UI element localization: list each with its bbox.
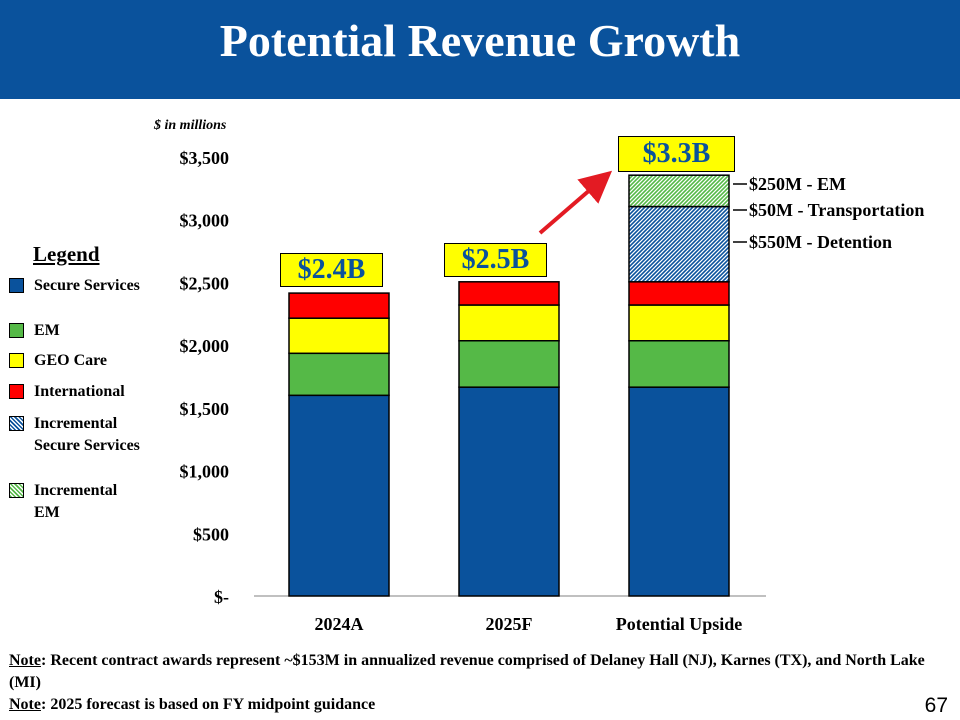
bar-segment-geo-care bbox=[628, 304, 730, 342]
y-tick-label: $1,500 bbox=[180, 399, 230, 419]
bar-segment-secure-services bbox=[458, 386, 560, 597]
bar-segment-secure-services bbox=[288, 394, 390, 597]
growth-arrow bbox=[538, 170, 613, 235]
note-2: Note: 2025 forecast is based on FY midpo… bbox=[9, 694, 954, 716]
total-label: $2.4B bbox=[280, 253, 383, 287]
legend-swatch bbox=[9, 353, 24, 368]
legend-label: Incremental Secure Services bbox=[34, 415, 140, 454]
bar-segment-incremental-em bbox=[628, 174, 730, 208]
y-tick-label: $1,000 bbox=[180, 462, 230, 482]
annotation-label: $50M - Transportation bbox=[749, 200, 924, 220]
note-1-label: Note bbox=[9, 652, 41, 669]
legend-label: Incremental EM bbox=[34, 482, 118, 521]
legend-swatch bbox=[9, 483, 24, 498]
x-tick-label: 2024A bbox=[315, 614, 364, 634]
bar-segment-em bbox=[288, 352, 390, 397]
total-label: $3.3B bbox=[618, 136, 735, 172]
x-tick-label: Potential Upside bbox=[616, 614, 743, 634]
legend-swatch bbox=[9, 384, 24, 399]
y-tick-label: $2,500 bbox=[180, 273, 230, 293]
bar-segment-international bbox=[628, 281, 730, 306]
bar-segment-international bbox=[288, 292, 390, 319]
legend-swatch bbox=[9, 416, 24, 431]
legend-label: EM bbox=[34, 322, 60, 339]
bar-segment-incremental-secure-services bbox=[628, 205, 730, 283]
note-1: Note: Recent contract awards represent ~… bbox=[9, 650, 954, 694]
legend-title: Legend bbox=[33, 242, 100, 266]
annotation-label: $250M - EM bbox=[749, 174, 846, 194]
units-note: $ in millions bbox=[154, 118, 227, 133]
y-tick-label: $2,000 bbox=[180, 336, 230, 356]
x-tick-label: 2025F bbox=[486, 614, 533, 634]
y-tick-label: $500 bbox=[193, 524, 229, 544]
legend-label: Secure Services bbox=[34, 277, 140, 294]
bar-segment-international bbox=[458, 281, 560, 306]
bar-segment-geo-care bbox=[458, 304, 560, 342]
bar-segment-geo-care bbox=[288, 317, 390, 355]
bar-segment-secure-services bbox=[628, 386, 730, 597]
annotation-label: $550M - Detention bbox=[749, 232, 892, 252]
page-title: Potential Revenue Growth bbox=[219, 15, 741, 66]
y-tick-label: $- bbox=[214, 587, 229, 607]
note-2-text: : 2025 forecast is based on FY midpoint … bbox=[40, 696, 376, 713]
total-label: $2.5B bbox=[444, 243, 547, 277]
page-number: 67 bbox=[924, 694, 948, 717]
legend-swatch bbox=[9, 278, 24, 293]
bar-segment-em bbox=[458, 340, 560, 388]
y-tick-label: $3,500 bbox=[180, 148, 230, 168]
y-tick-label: $3,000 bbox=[180, 211, 230, 231]
legend-label: GEO Care bbox=[34, 352, 108, 369]
legend-swatch bbox=[9, 323, 24, 338]
note-2-label: Note bbox=[9, 696, 41, 713]
note-1-text: : Recent contract awards represent ~$153… bbox=[9, 652, 925, 691]
legend-label: International bbox=[34, 383, 125, 400]
bar-segment-em bbox=[628, 340, 730, 388]
title-banner: Potential Revenue Growth bbox=[0, 0, 960, 99]
